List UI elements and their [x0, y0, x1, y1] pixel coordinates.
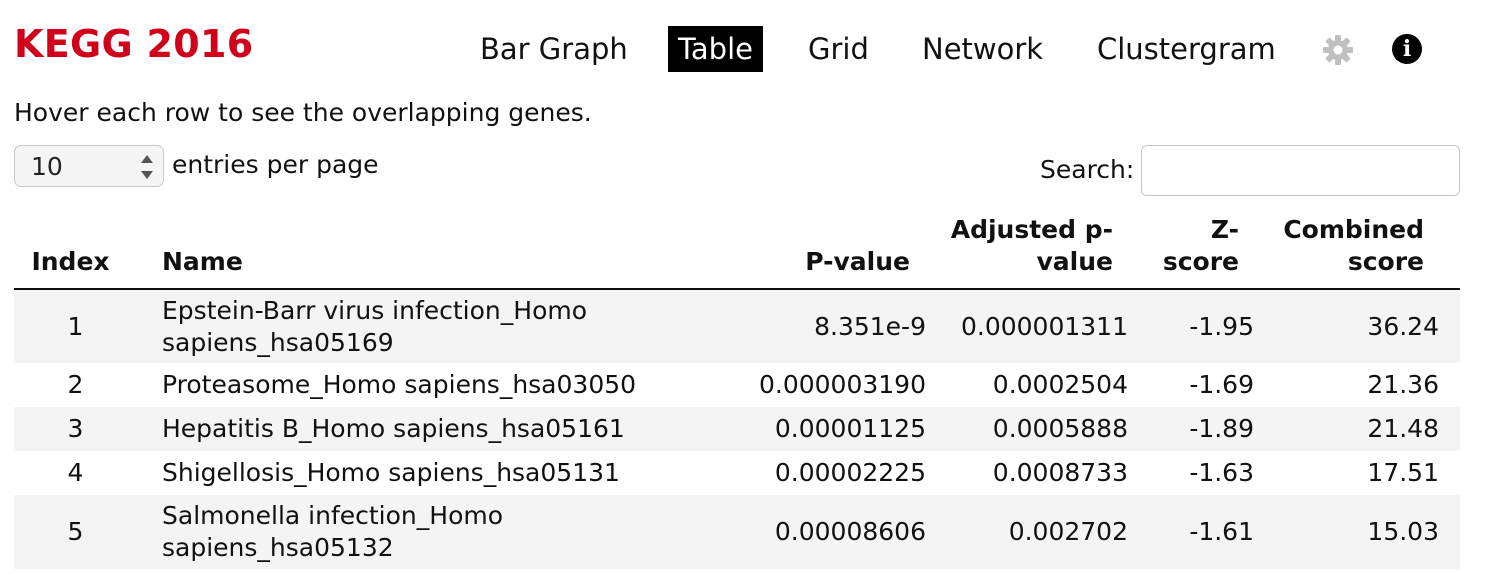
header-zscore[interactable]: Z- score	[1128, 214, 1254, 290]
cell-name-line1: Salmonella infection_Homo	[162, 501, 504, 530]
hover-hint: Hover each row to see the overlapping ge…	[14, 98, 592, 127]
header-name[interactable]: Name	[147, 214, 729, 290]
entries-per-page-select[interactable]: 10	[14, 145, 164, 187]
cell-index: 5	[67, 517, 84, 546]
cell-name: Epstein-Barr virus infection_Homo sapien…	[147, 289, 729, 363]
cell-name: Proteasome_Homo sapiens_hsa03050	[162, 370, 637, 399]
table-row[interactable]: 1 Epstein-Barr virus infection_Homo sapi…	[14, 289, 1460, 363]
search-label: Search:	[1040, 155, 1135, 184]
cell-adjusted-pvalue: 0.0005888	[992, 414, 1128, 443]
cell-index: 3	[67, 414, 84, 443]
table-row[interactable]: 2 Proteasome_Homo sapiens_hsa03050 0.000…	[14, 363, 1460, 407]
cell-adjusted-pvalue: 0.0008733	[992, 458, 1128, 487]
header-zscore-line1: Z-	[1210, 215, 1239, 244]
cell-name-line2: sapiens_hsa05132	[162, 533, 394, 562]
cell-index: 1	[67, 311, 84, 341]
cell-zscore: -1.61	[1189, 517, 1254, 546]
header-index[interactable]: Index	[14, 214, 147, 290]
cell-name: Shigellosis_Homo sapiens_hsa05131	[162, 458, 620, 487]
gear-icon[interactable]	[1322, 34, 1354, 66]
header-zscore-line2: score	[1162, 247, 1239, 276]
results-table: Index Name P-value Adjusted p- value Z- …	[14, 214, 1460, 569]
header-combined-score[interactable]: Combined score	[1254, 214, 1460, 290]
header-adjusted-line1: Adjusted p-	[950, 215, 1113, 244]
table-row[interactable]: 4 Shigellosis_Homo sapiens_hsa05131 0.00…	[14, 451, 1460, 495]
cell-combined-score: 15.03	[1367, 517, 1439, 546]
table-row[interactable]: 3 Hepatitis B_Homo sapiens_hsa05161 0.00…	[14, 407, 1460, 451]
entries-selected-value: 10	[31, 152, 63, 181]
cell-index: 4	[67, 458, 84, 487]
tab-network[interactable]: Network	[922, 32, 1044, 66]
cell-combined-score: 21.36	[1367, 370, 1439, 399]
cell-name: Salmonella infection_Homo sapiens_hsa051…	[147, 495, 729, 569]
header-pvalue[interactable]: P-value	[729, 214, 926, 290]
header-adjusted-line2: value	[1036, 247, 1114, 276]
cell-index: 2	[67, 370, 84, 399]
search-input[interactable]	[1141, 145, 1460, 196]
cell-name-line2: sapiens_hsa05169	[162, 327, 394, 357]
tab-bar-graph[interactable]: Bar Graph	[480, 32, 628, 66]
cell-pvalue: 0.000003190	[758, 370, 926, 399]
table-row[interactable]: 5 Salmonella infection_Homo sapiens_hsa0…	[14, 495, 1460, 569]
cell-combined-score: 21.48	[1367, 414, 1439, 443]
cell-adjusted-pvalue: 0.000001311	[960, 311, 1128, 341]
cell-adjusted-pvalue: 0.002702	[1008, 517, 1128, 546]
info-icon[interactable]: i	[1392, 34, 1422, 64]
cell-zscore: -1.95	[1189, 311, 1254, 341]
tab-table[interactable]: Table	[668, 26, 763, 72]
header-adjusted-pvalue[interactable]: Adjusted p- value	[926, 214, 1128, 290]
cell-pvalue: 8.351e-9	[814, 311, 926, 341]
cell-pvalue: 0.00001125	[774, 414, 926, 443]
cell-adjusted-pvalue: 0.0002504	[992, 370, 1128, 399]
page-title: KEGG 2016	[14, 22, 254, 66]
cell-pvalue: 0.00002225	[774, 458, 926, 487]
header-combined-line1: Combined	[1283, 215, 1424, 244]
cell-combined-score: 36.24	[1367, 311, 1439, 341]
cell-pvalue: 0.00008606	[774, 517, 926, 546]
chevron-updown-icon	[141, 153, 153, 181]
table-header-row: Index Name P-value Adjusted p- value Z- …	[14, 214, 1460, 290]
tab-clustergram[interactable]: Clustergram	[1097, 32, 1276, 66]
entries-label: entries per page	[172, 150, 379, 179]
cell-combined-score: 17.51	[1367, 458, 1439, 487]
tab-grid[interactable]: Grid	[808, 32, 869, 66]
header-combined-line2: score	[1347, 247, 1424, 276]
cell-zscore: -1.89	[1189, 414, 1254, 443]
cell-name: Hepatitis B_Homo sapiens_hsa05161	[162, 414, 625, 443]
cell-name-line1: Epstein-Barr virus infection_Homo	[162, 295, 588, 325]
cell-zscore: -1.63	[1189, 458, 1254, 487]
cell-zscore: -1.69	[1189, 370, 1254, 399]
